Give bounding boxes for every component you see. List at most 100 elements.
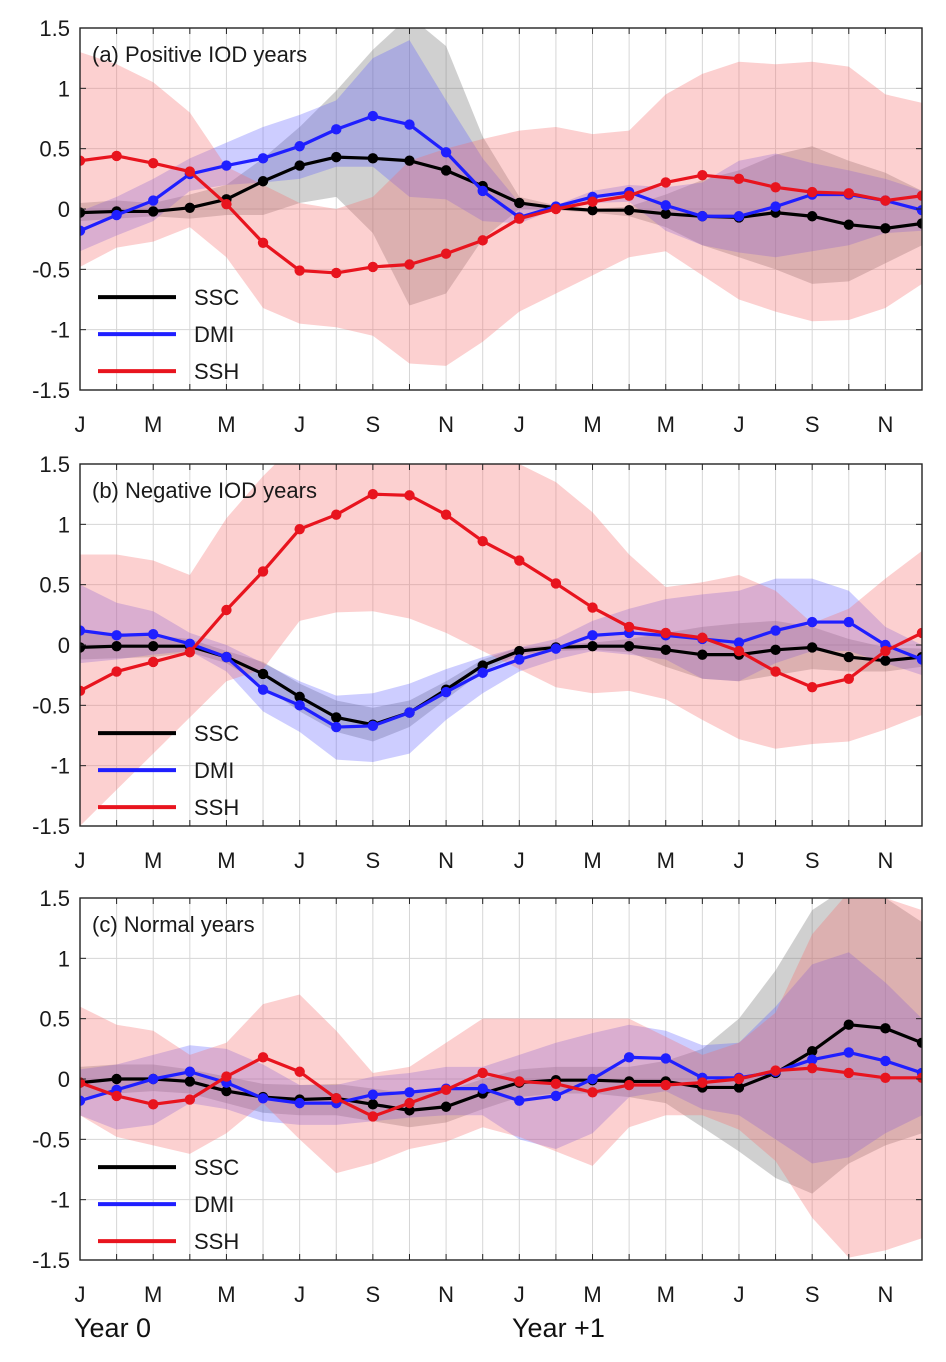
ticks [79, 897, 923, 1261]
data-point-ssh [148, 157, 159, 169]
data-point-ssh [404, 490, 415, 501]
x-tick-label: J [514, 412, 525, 437]
data-point-ssc [733, 1082, 745, 1093]
data-point-dmi [111, 209, 122, 221]
data-point-ssh [148, 656, 159, 668]
data-point-ssh [477, 1067, 488, 1079]
data-point-ssh [514, 213, 525, 224]
data-point-ssh [257, 566, 269, 577]
series-lines [80, 1019, 922, 1122]
data-point-ssh [257, 237, 269, 248]
legend: SSC DMI SSH [98, 285, 239, 384]
data-point-dmi [587, 630, 598, 641]
data-point-dmi [733, 637, 745, 648]
y-tick-label: 0 [58, 197, 70, 222]
chart-panel-2: 1.510.50-0.5-1-1.5J M M J S N J M M J S N(b) Negati… [32, 452, 923, 873]
data-point-dmi [660, 1053, 671, 1064]
legend-label-ssh: SSH [194, 1229, 239, 1254]
data-point-dmi [404, 707, 415, 718]
data-point-ssc [587, 641, 598, 652]
data-point-ssh [294, 1066, 305, 1077]
data-point-ssh [331, 267, 342, 279]
data-point-ssh [770, 182, 781, 193]
x-tick-label: S [366, 412, 381, 437]
x-tick-label: S [805, 848, 820, 873]
band-dmi [80, 40, 922, 258]
x-tick-label: M [217, 412, 235, 437]
x-tick-label: J [514, 848, 525, 873]
data-point-ssh [733, 645, 745, 657]
data-point-ssh [623, 621, 635, 633]
x-tick-label: S [366, 1282, 381, 1307]
data-point-dmi [257, 684, 269, 695]
data-point-ssh [550, 578, 562, 589]
ticks [79, 27, 923, 391]
data-point-dmi [257, 1093, 269, 1104]
data-point-ssh [404, 259, 415, 270]
legend-label-ssh: SSH [194, 359, 239, 384]
legend: SSC DMI SSH [98, 1155, 239, 1254]
data-point-ssh [550, 203, 562, 215]
legend-label-dmi: DMI [194, 322, 234, 347]
data-point-ssc [843, 219, 854, 230]
data-point-ssh [770, 666, 781, 677]
data-point-ssh [623, 190, 635, 201]
data-point-dmi [404, 119, 415, 130]
data-point-ssh [587, 1087, 598, 1098]
legend-label-ssc: SSC [194, 285, 239, 310]
data-point-dmi [916, 654, 922, 665]
data-point-ssh [514, 555, 525, 566]
data-point-ssh [294, 265, 305, 276]
x-tick-label: M [144, 848, 162, 873]
x-tick-label: J [294, 412, 305, 437]
data-point-ssc [880, 655, 891, 666]
data-point-dmi [367, 720, 379, 732]
data-point-ssh [111, 1090, 122, 1102]
year1-label: Year +1 [512, 1313, 605, 1343]
series-line-ssh [80, 1055, 922, 1119]
data-point-ssh [367, 488, 379, 500]
y-tick-label: -1.5 [32, 378, 70, 403]
data-point-ssh [770, 1065, 781, 1076]
data-point-dmi [770, 625, 781, 636]
data-point-dmi [367, 1089, 379, 1100]
chart-panel-3: 1.510.50-0.5-1-1.5J M M J S N J M M J S N(c) Normal… [32, 886, 923, 1307]
x-tick-label: J [294, 848, 305, 873]
data-point-ssh [257, 1052, 269, 1063]
y-tick-label: -1 [50, 754, 70, 779]
y-tick-label: 0.5 [39, 573, 70, 598]
data-point-ssh [440, 1084, 452, 1096]
data-point-ssh [660, 627, 671, 639]
data-point-ssc [148, 641, 159, 652]
x-tick-label: M [657, 848, 675, 873]
data-point-dmi [770, 201, 781, 212]
data-point-dmi [550, 643, 562, 654]
panel-title: (a) Positive IOD years [92, 42, 307, 67]
data-point-ssh [880, 645, 891, 657]
data-point-ssc [514, 197, 525, 209]
data-point-ssh [916, 1072, 922, 1083]
data-point-dmi [477, 667, 488, 678]
data-point-ssh [880, 195, 891, 206]
data-point-dmi [477, 1083, 488, 1094]
data-point-dmi [404, 1087, 415, 1098]
data-point-dmi [514, 1095, 525, 1106]
x-tick-label: M [144, 1282, 162, 1307]
data-point-ssc [623, 205, 635, 216]
legend-label-dmi: DMI [194, 1192, 234, 1217]
data-point-ssh [916, 190, 922, 201]
data-point-dmi [148, 628, 159, 640]
x-tick-label: M [217, 848, 235, 873]
data-point-ssc [367, 153, 379, 164]
y-tick-label: -1 [50, 318, 70, 343]
legend-label-dmi: DMI [194, 758, 234, 783]
series-lines [80, 488, 922, 733]
data-point-ssh [733, 173, 745, 185]
data-point-ssc [148, 206, 159, 217]
data-point-ssc [440, 1101, 452, 1112]
data-point-dmi [843, 1047, 854, 1058]
data-point-ssc [806, 211, 818, 222]
data-point-ssc [514, 645, 525, 657]
data-point-ssc [80, 207, 86, 218]
